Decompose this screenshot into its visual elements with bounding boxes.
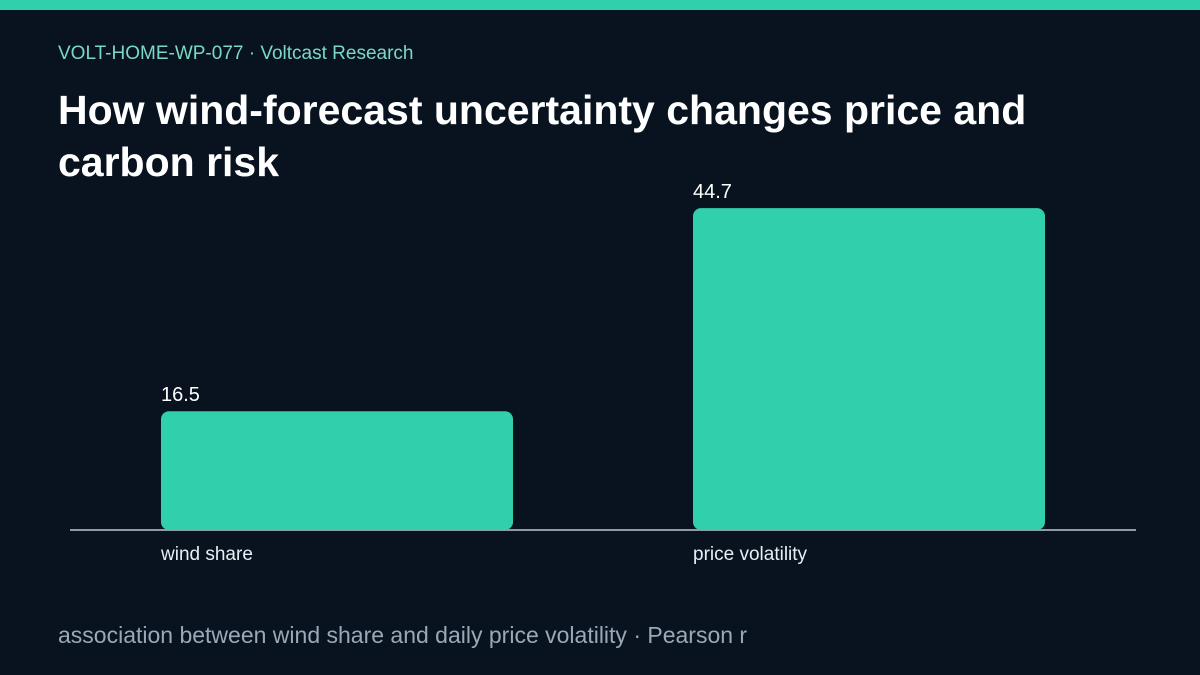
bar-value-label: 16.5 bbox=[161, 384, 200, 406]
chart-footnote: association between wind share and daily… bbox=[58, 622, 748, 648]
category-label: price volatility bbox=[693, 544, 808, 565]
chart-title: How wind-forecast uncertainty changes pr… bbox=[58, 87, 1027, 185]
bar-price-volatility bbox=[693, 208, 1045, 530]
bar-wind-share bbox=[161, 411, 513, 530]
report-kicker: VOLT-HOME-WP-077 · Voltcast Research bbox=[58, 43, 414, 64]
category-label: wind share bbox=[160, 544, 253, 565]
bars-layer: 16.5 wind share 44.7 price volatility bbox=[160, 181, 1045, 565]
bar-value-label: 44.7 bbox=[693, 181, 732, 203]
top-accent-bar bbox=[0, 0, 1200, 10]
